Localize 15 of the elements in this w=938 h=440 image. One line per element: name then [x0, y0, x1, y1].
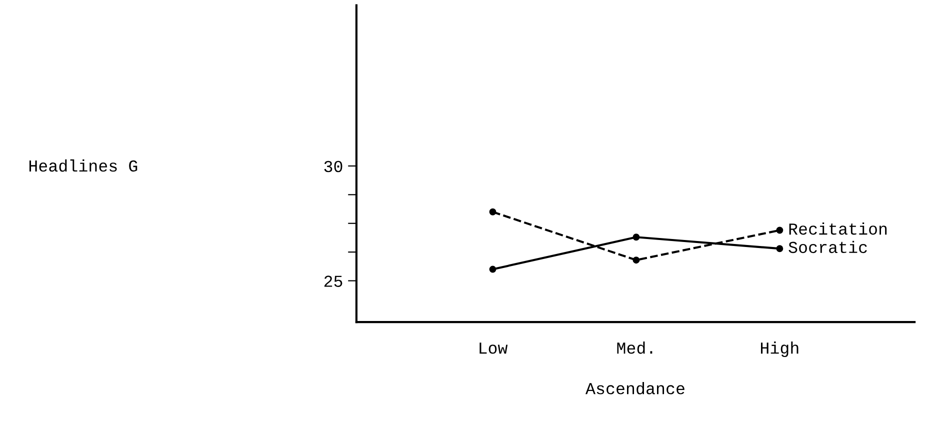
- text: Headlines G: [29, 159, 138, 172]
- point: [776, 226, 784, 234]
- x-tick-label: Low: [480, 342, 508, 354]
- x-axis-title: Ascendance: [585, 382, 684, 394]
- series-label: Socratic: [788, 240, 867, 254]
- series-label: Recitation: [789, 222, 887, 235]
- y-tick-label: 30: [324, 160, 342, 172]
- x-tick-label: Med.: [617, 342, 652, 354]
- y-tick-label: 25: [324, 276, 342, 287]
- point: [632, 234, 640, 241]
- point: [489, 266, 496, 273]
- point: [632, 256, 640, 264]
- point: [489, 208, 496, 216]
- x-tick-label: High: [761, 342, 798, 358]
- point: [776, 245, 784, 252]
